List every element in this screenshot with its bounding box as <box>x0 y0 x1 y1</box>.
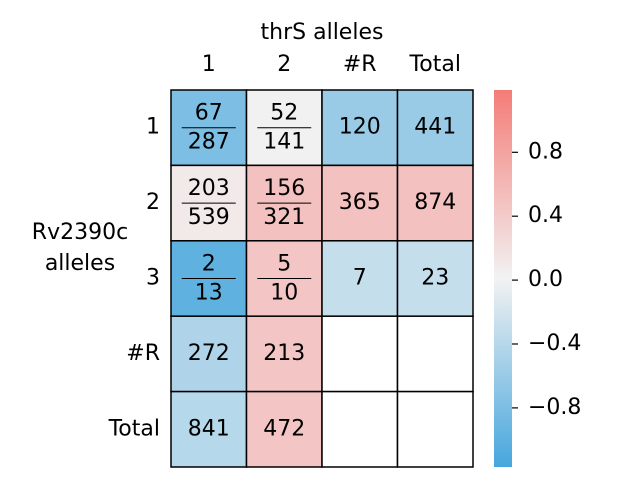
heatmap-cell <box>396 164 474 242</box>
cell-denominator: 539 <box>188 205 230 230</box>
cell-label: 841 <box>188 416 230 441</box>
heatmap-cell <box>396 240 474 317</box>
colorbar-tick-label: −0.4 <box>528 331 581 356</box>
heatmap-cell <box>245 315 323 393</box>
heatmap-cell <box>321 240 399 317</box>
x-tick-label: 2 <box>277 52 291 77</box>
cell-label: 23 <box>421 266 449 291</box>
cell-label: 874 <box>414 190 456 215</box>
colorbar-tick-label: 0.8 <box>528 139 563 164</box>
y-tick-label: 1 <box>146 115 160 140</box>
heatmap-cell <box>396 390 474 468</box>
cell-label: 441 <box>414 115 456 140</box>
cell-denominator: 321 <box>263 205 305 230</box>
cell-numerator: 52 <box>270 101 298 126</box>
colorbar-tick-label: −0.8 <box>528 395 581 420</box>
x-tick-label: 1 <box>202 52 216 77</box>
heatmap-cell <box>396 89 474 167</box>
y-tick-label: Total <box>108 416 160 441</box>
y-tick-label: 2 <box>146 190 160 215</box>
y-axis-label: alleles <box>45 251 115 276</box>
y-tick-label: 3 <box>146 266 160 291</box>
cell-label: 472 <box>263 416 305 441</box>
heatmap-cell <box>321 315 399 393</box>
cell-numerator: 203 <box>188 176 230 201</box>
cell-label: 213 <box>263 341 305 366</box>
chart-title: thrS alleles <box>261 20 384 45</box>
cell-label: 7 <box>353 266 367 291</box>
cell-denominator: 13 <box>195 281 223 306</box>
cell-denominator: 287 <box>188 130 230 155</box>
colorbar-tick-label: 0.0 <box>528 267 563 292</box>
cell-denominator: 141 <box>263 130 305 155</box>
cell-label: 272 <box>188 341 230 366</box>
cell-numerator: 156 <box>263 176 305 201</box>
y-axis-label: Rv2390c <box>32 220 128 245</box>
cell-numerator: 67 <box>195 101 223 126</box>
heatmap-cell <box>170 315 248 393</box>
cell-numerator: 2 <box>202 252 216 277</box>
cell-denominator: 10 <box>270 281 298 306</box>
cell-label: 120 <box>339 115 381 140</box>
heatmap-cell <box>396 315 474 393</box>
colorbar-tick-label: 0.4 <box>528 203 563 228</box>
heatmap-cell <box>321 89 399 167</box>
cell-numerator: 5 <box>277 252 291 277</box>
x-tick-label: Total <box>409 52 461 77</box>
cell-label: 365 <box>339 190 381 215</box>
x-tick-label: #R <box>343 52 377 77</box>
colorbar <box>494 90 512 467</box>
y-tick-label: #R <box>126 341 160 366</box>
heatmap-cell <box>321 390 399 468</box>
